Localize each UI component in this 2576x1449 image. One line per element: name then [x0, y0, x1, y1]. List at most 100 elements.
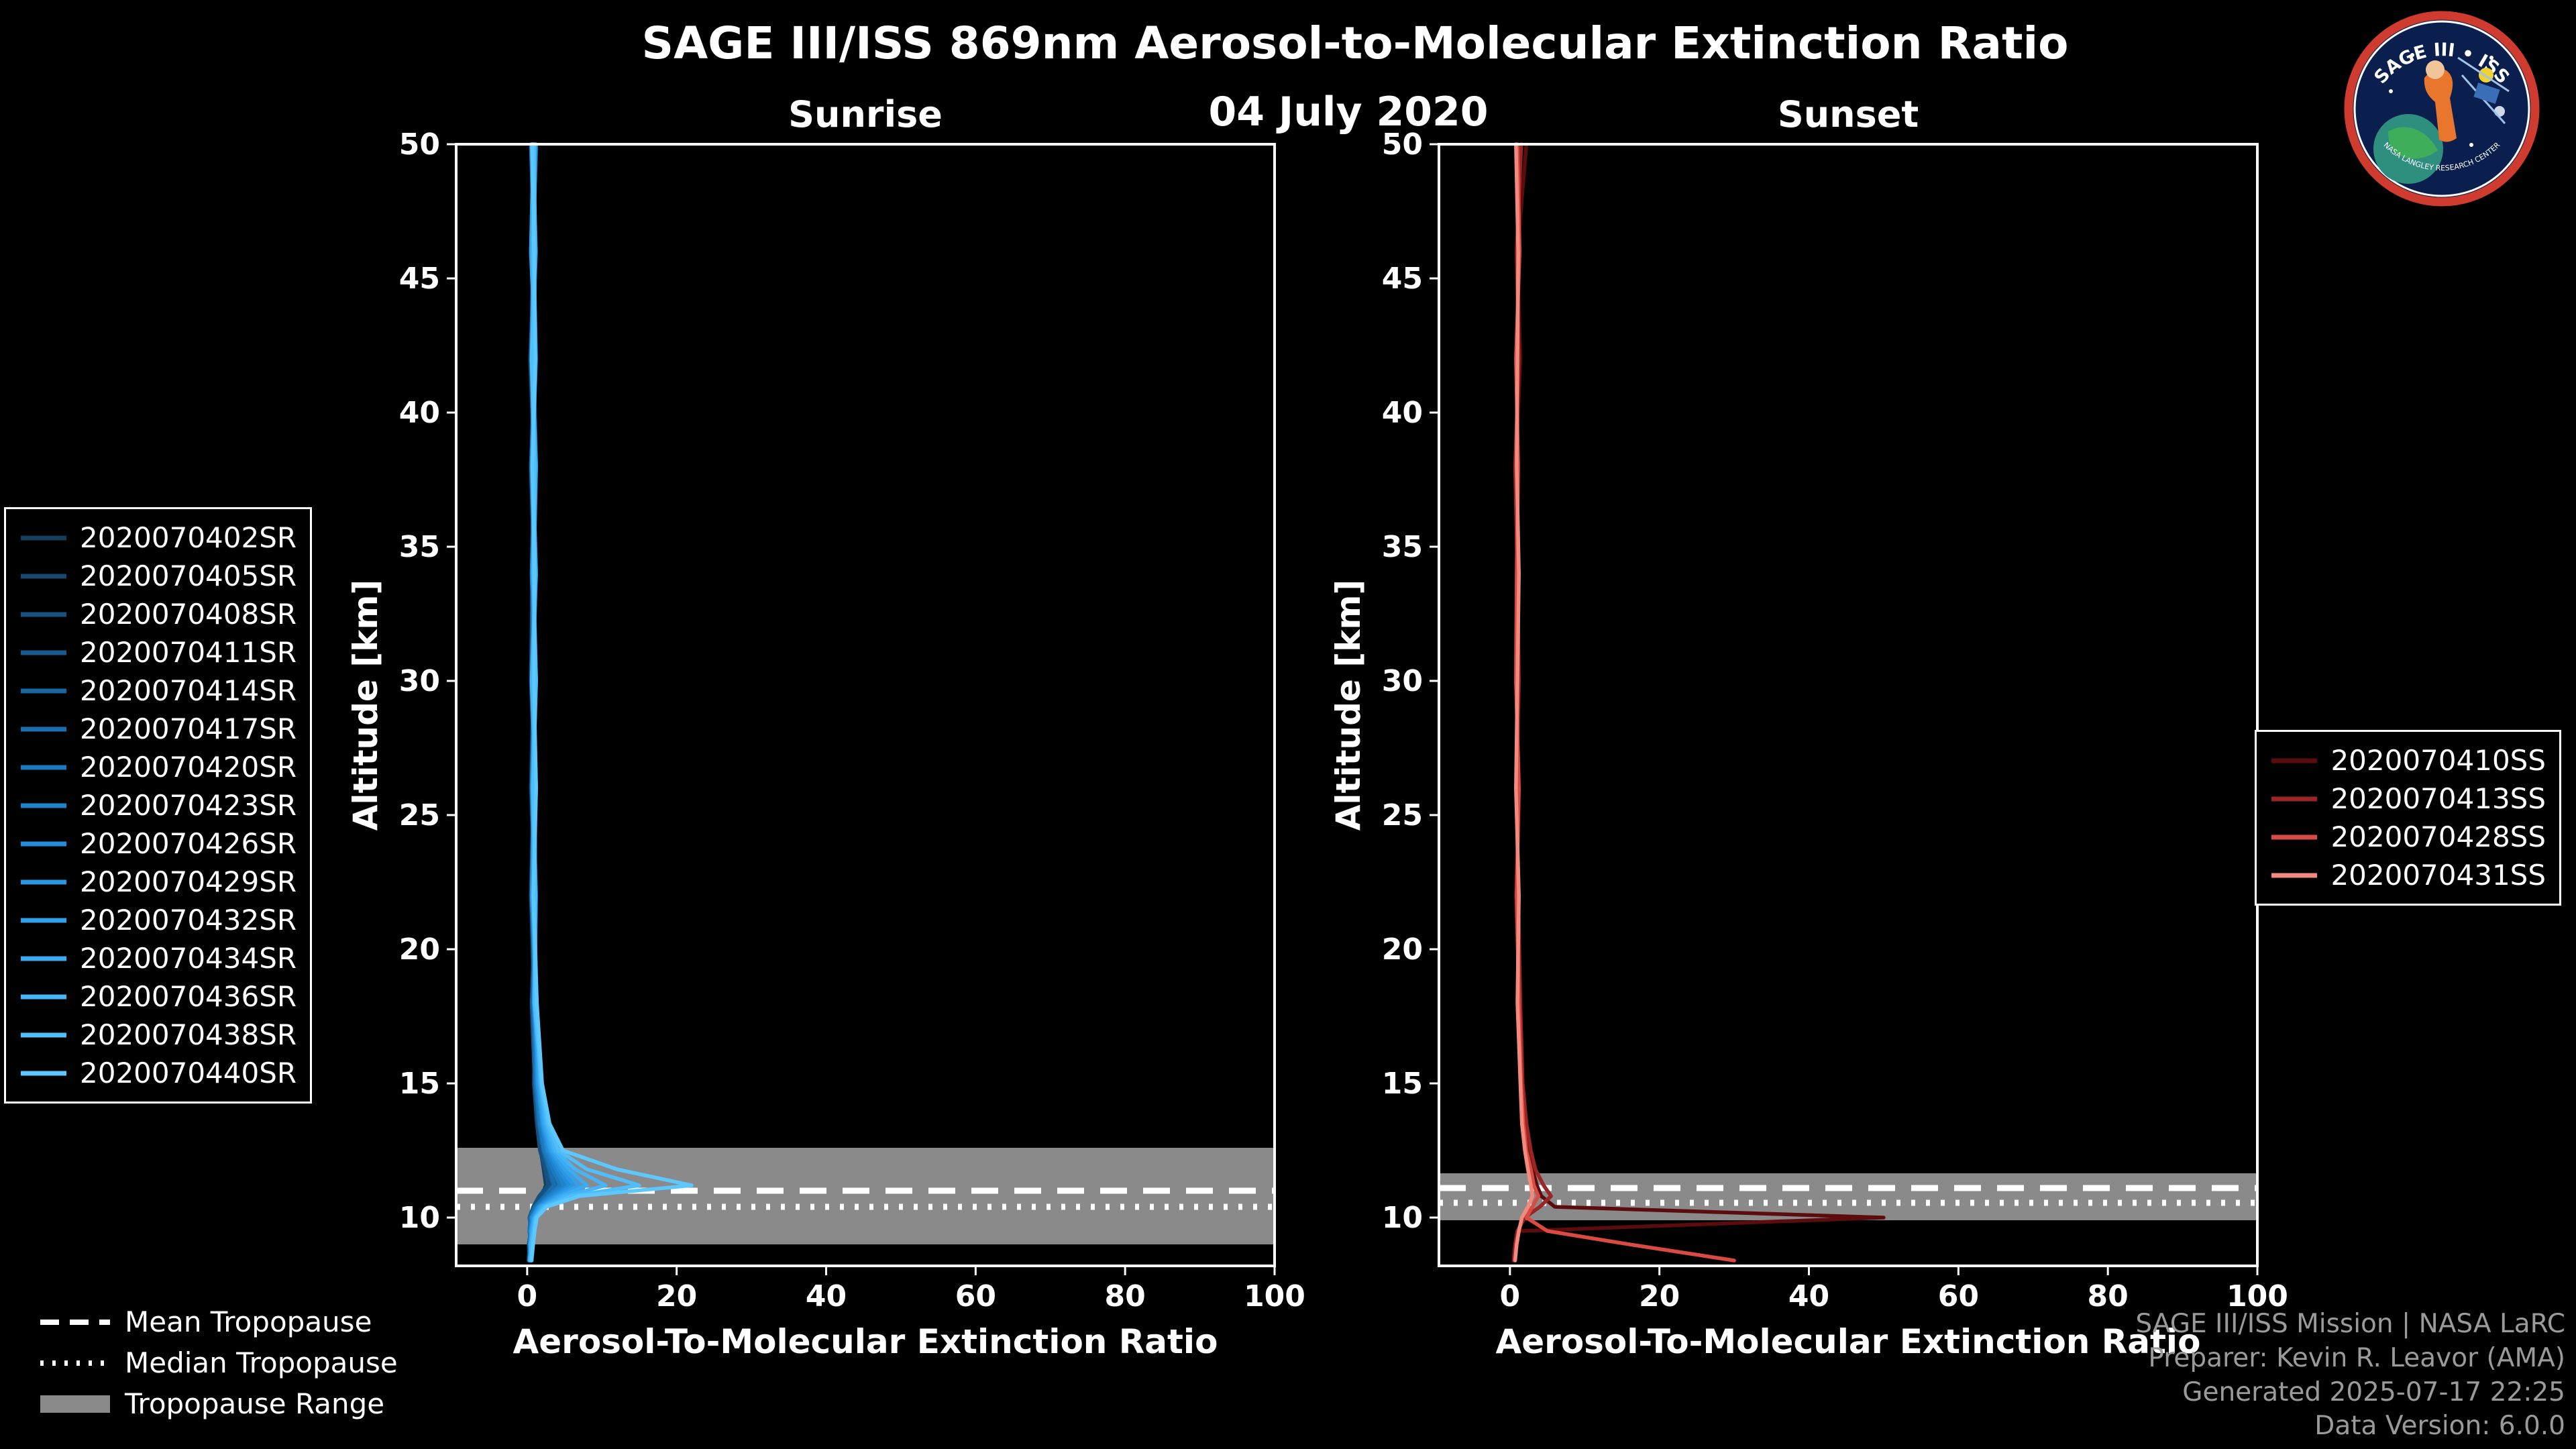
- x-tick-label: 80: [2088, 1279, 2129, 1313]
- legend-item: 2020070431SS: [2270, 856, 2546, 894]
- legend-line-swatch: [21, 918, 66, 922]
- legend-line-swatch: [21, 574, 66, 578]
- plot-border: [455, 143, 1276, 1267]
- tropopause-legend-item: Median Tropopause: [40, 1342, 398, 1383]
- x-tick-label: 40: [1788, 1279, 1829, 1313]
- legend-item: 2020070408SR: [19, 595, 297, 633]
- legend-item: 2020070402SR: [19, 519, 297, 557]
- panel-title: Sunrise: [788, 93, 943, 136]
- legend-label: 2020070434SR: [80, 942, 297, 975]
- legend-line-swatch: [2271, 758, 2318, 763]
- legend-item: 2020070432SR: [19, 901, 297, 939]
- dotted-swatch: [40, 1360, 110, 1366]
- y-tick-label: 40: [399, 396, 440, 430]
- legend-label: 2020070440SR: [80, 1057, 297, 1089]
- y-tick-label: 10: [399, 1201, 440, 1235]
- legend-item: 2020070426SR: [19, 824, 297, 863]
- legend-label: 2020070432SR: [80, 904, 297, 936]
- chart-subtitle: 04 July 2020: [1208, 89, 1489, 136]
- plot-border: [1438, 143, 2259, 1267]
- legend-label: 2020070408SR: [80, 598, 297, 631]
- profile-line-2020070410SS: [1514, 142, 1886, 1233]
- x-tick-label: 100: [2226, 1279, 2288, 1313]
- legend-label: 2020070431SS: [2330, 859, 2546, 892]
- sunset-legend: 2020070410SS 2020070413SS 2020070428SS 2020…: [2255, 730, 2561, 906]
- legend-line-swatch: [21, 688, 66, 693]
- legend-line-swatch: [2271, 835, 2318, 839]
- y-tick-label: 35: [1382, 530, 1423, 564]
- y-axis-label: Altitude [km]: [346, 580, 385, 831]
- x-tick-label: 60: [955, 1279, 996, 1313]
- tropopause-legend-item: Mean Tropopause: [40, 1301, 398, 1342]
- sage-iii-iss-logo-icon: SAGE III • ISS NASA LANGLEY RESEARCH CEN…: [2344, 11, 2540, 207]
- y-tick-label: 45: [399, 262, 440, 296]
- x-tick-label: 100: [1244, 1279, 1305, 1313]
- tropopause-legend-label: Tropopause Range: [125, 1387, 385, 1420]
- legend-line-swatch: [21, 803, 66, 808]
- legend-line-swatch: [21, 727, 66, 731]
- legend-label: 2020070426SR: [80, 827, 297, 860]
- footer-credits: SAGE III/ISS Mission | NASA LaRC Prepare…: [2135, 1307, 2565, 1444]
- y-tick-label: 50: [1382, 127, 1423, 162]
- legend-item: 2020070413SS: [2270, 780, 2546, 818]
- profile-line-2020070431SS: [1513, 142, 1535, 1263]
- legend-label: 2020070417SR: [80, 712, 297, 745]
- legend-line-swatch: [21, 841, 66, 846]
- x-tick-label: 60: [1938, 1279, 1979, 1313]
- x-axis-label: Aerosol-To-Molecular Extinction Ratio: [1496, 1322, 2201, 1361]
- patch-swatch: [40, 1395, 110, 1413]
- x-tick-label: 80: [1105, 1279, 1146, 1313]
- sunrise-legend: 2020070402SR 2020070405SR 2020070408SR 2020…: [4, 507, 313, 1104]
- dashed-swatch: [40, 1319, 110, 1325]
- footer-generated: Generated 2025-07-17 22:25: [2182, 1377, 2565, 1407]
- profile-line-2020070428SS: [1514, 142, 1736, 1263]
- y-tick-label: 15: [1382, 1067, 1423, 1101]
- legend-label: 2020070423SR: [80, 789, 297, 822]
- legend-label: 2020070402SR: [80, 521, 297, 554]
- legend-line-swatch: [21, 956, 66, 961]
- legend-line-swatch: [21, 1032, 66, 1037]
- legend-line-swatch: [21, 994, 66, 999]
- x-tick-label: 0: [1500, 1279, 1521, 1313]
- y-tick-label: 30: [1382, 664, 1423, 698]
- y-tick-label: 25: [399, 798, 440, 833]
- tropopause-legend-label: Median Tropopause: [125, 1346, 398, 1379]
- y-tick-label: 45: [1382, 262, 1423, 296]
- legend-line-swatch: [21, 765, 66, 769]
- logo-figure-icon: [2424, 68, 2457, 142]
- legend-item: 2020070411SR: [19, 633, 297, 672]
- footer-preparer: Preparer: Kevin R. Leavor (AMA): [2148, 1342, 2565, 1373]
- legend-item: 2020070438SR: [19, 1016, 297, 1054]
- profile-line-2020070440SR: [529, 142, 694, 1263]
- tropopause-legend-label: Mean Tropopause: [125, 1305, 372, 1338]
- legend-line-swatch: [21, 1071, 66, 1075]
- legend-label: 2020070414SR: [80, 674, 297, 707]
- legend-item: 2020070428SS: [2270, 818, 2546, 856]
- y-tick-label: 50: [399, 127, 440, 162]
- footer-data-version: Data Version: 6.0.0: [2314, 1411, 2565, 1442]
- legend-label: 2020070420SR: [80, 751, 297, 784]
- legend-item: 2020070440SR: [19, 1054, 297, 1092]
- legend-item: 2020070423SR: [19, 786, 297, 824]
- tropopause-range-band: [1439, 1173, 2257, 1220]
- legend-label: 2020070428SS: [2330, 820, 2546, 853]
- legend-label: 2020070438SR: [80, 1018, 297, 1051]
- sunrise-panel: 0 20 40 60 80 100 50 45 40 35 30 25 20 15 10 Aerosol-To…: [346, 93, 1305, 1361]
- legend-label: 2020070413SS: [2330, 782, 2546, 815]
- y-tick-label: 40: [1382, 396, 1423, 430]
- y-axis-label: Altitude [km]: [1329, 580, 1368, 831]
- legend-line-swatch: [21, 535, 66, 540]
- legend-label: 2020070411SR: [80, 636, 297, 669]
- legend-item: 2020070420SR: [19, 748, 297, 786]
- x-tick-label: 20: [656, 1279, 697, 1313]
- legend-label: 2020070436SR: [80, 980, 297, 1013]
- y-tick-label: 35: [399, 530, 440, 564]
- y-tick-label: 20: [1382, 932, 1423, 967]
- legend-item: 2020070417SR: [19, 710, 297, 748]
- legend-item: 2020070405SR: [19, 557, 297, 595]
- legend-line-swatch: [2271, 873, 2318, 877]
- profile-line-2020070438SR: [529, 142, 641, 1263]
- x-tick-label: 0: [517, 1279, 538, 1313]
- tropopause-legend: Mean Tropopause Median Tropopause Tropopau…: [40, 1301, 398, 1424]
